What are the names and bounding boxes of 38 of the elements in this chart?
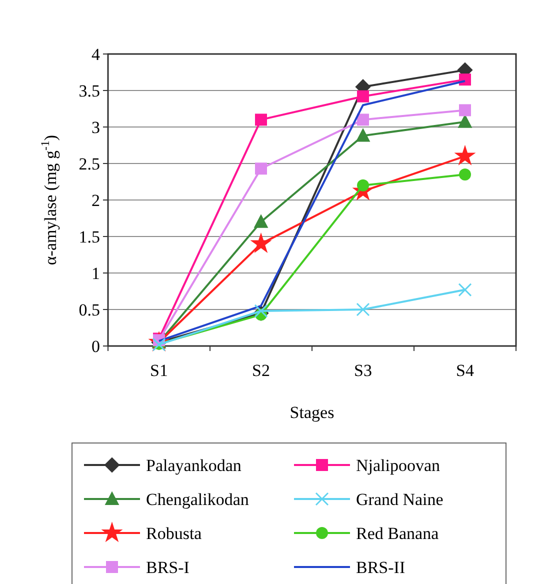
- point: [255, 114, 267, 126]
- legend-label: Robusta: [146, 524, 202, 543]
- point: [357, 90, 369, 102]
- point: [356, 128, 370, 142]
- y-tick-label: 2: [92, 190, 100, 210]
- point: [357, 114, 369, 126]
- point: [458, 283, 472, 297]
- point: [255, 162, 267, 175]
- point: [459, 168, 471, 180]
- point: [254, 214, 268, 228]
- legend-label: Njalipoovan: [356, 456, 441, 475]
- point: [454, 144, 476, 166]
- x-tick-label: S3: [354, 361, 372, 380]
- point: [356, 302, 370, 316]
- x-tick-label: S1: [150, 361, 168, 380]
- legend-label: Grand Naine: [356, 490, 444, 509]
- y-tick-label: 0: [92, 336, 100, 356]
- point: [250, 232, 272, 253]
- x-tick-label: S4: [456, 361, 474, 380]
- legend-label: Red Banana: [356, 524, 440, 543]
- point: [357, 179, 369, 192]
- x-axis-title: Stages: [290, 403, 334, 422]
- legend-label: Palayankodan: [146, 456, 242, 475]
- y-tick-label: 1.5: [78, 227, 100, 246]
- legend-label: BRS-I: [146, 558, 190, 577]
- y-tick-label: 4: [92, 44, 100, 64]
- y-tick-label: 1: [92, 264, 100, 283]
- y-tick-label: 3.5: [78, 81, 100, 100]
- legend-label: Chengalikodan: [146, 490, 250, 509]
- point: [254, 304, 268, 318]
- y-tick-label: 2.5: [78, 154, 100, 174]
- y-tick-label: 0.5: [78, 300, 100, 320]
- y-tick-label: 3: [92, 118, 100, 137]
- point: [459, 104, 471, 116]
- x-tick-label: S2: [252, 361, 270, 380]
- point: [459, 74, 471, 86]
- legend-label: BRS-II: [356, 558, 406, 577]
- point: [458, 114, 472, 128]
